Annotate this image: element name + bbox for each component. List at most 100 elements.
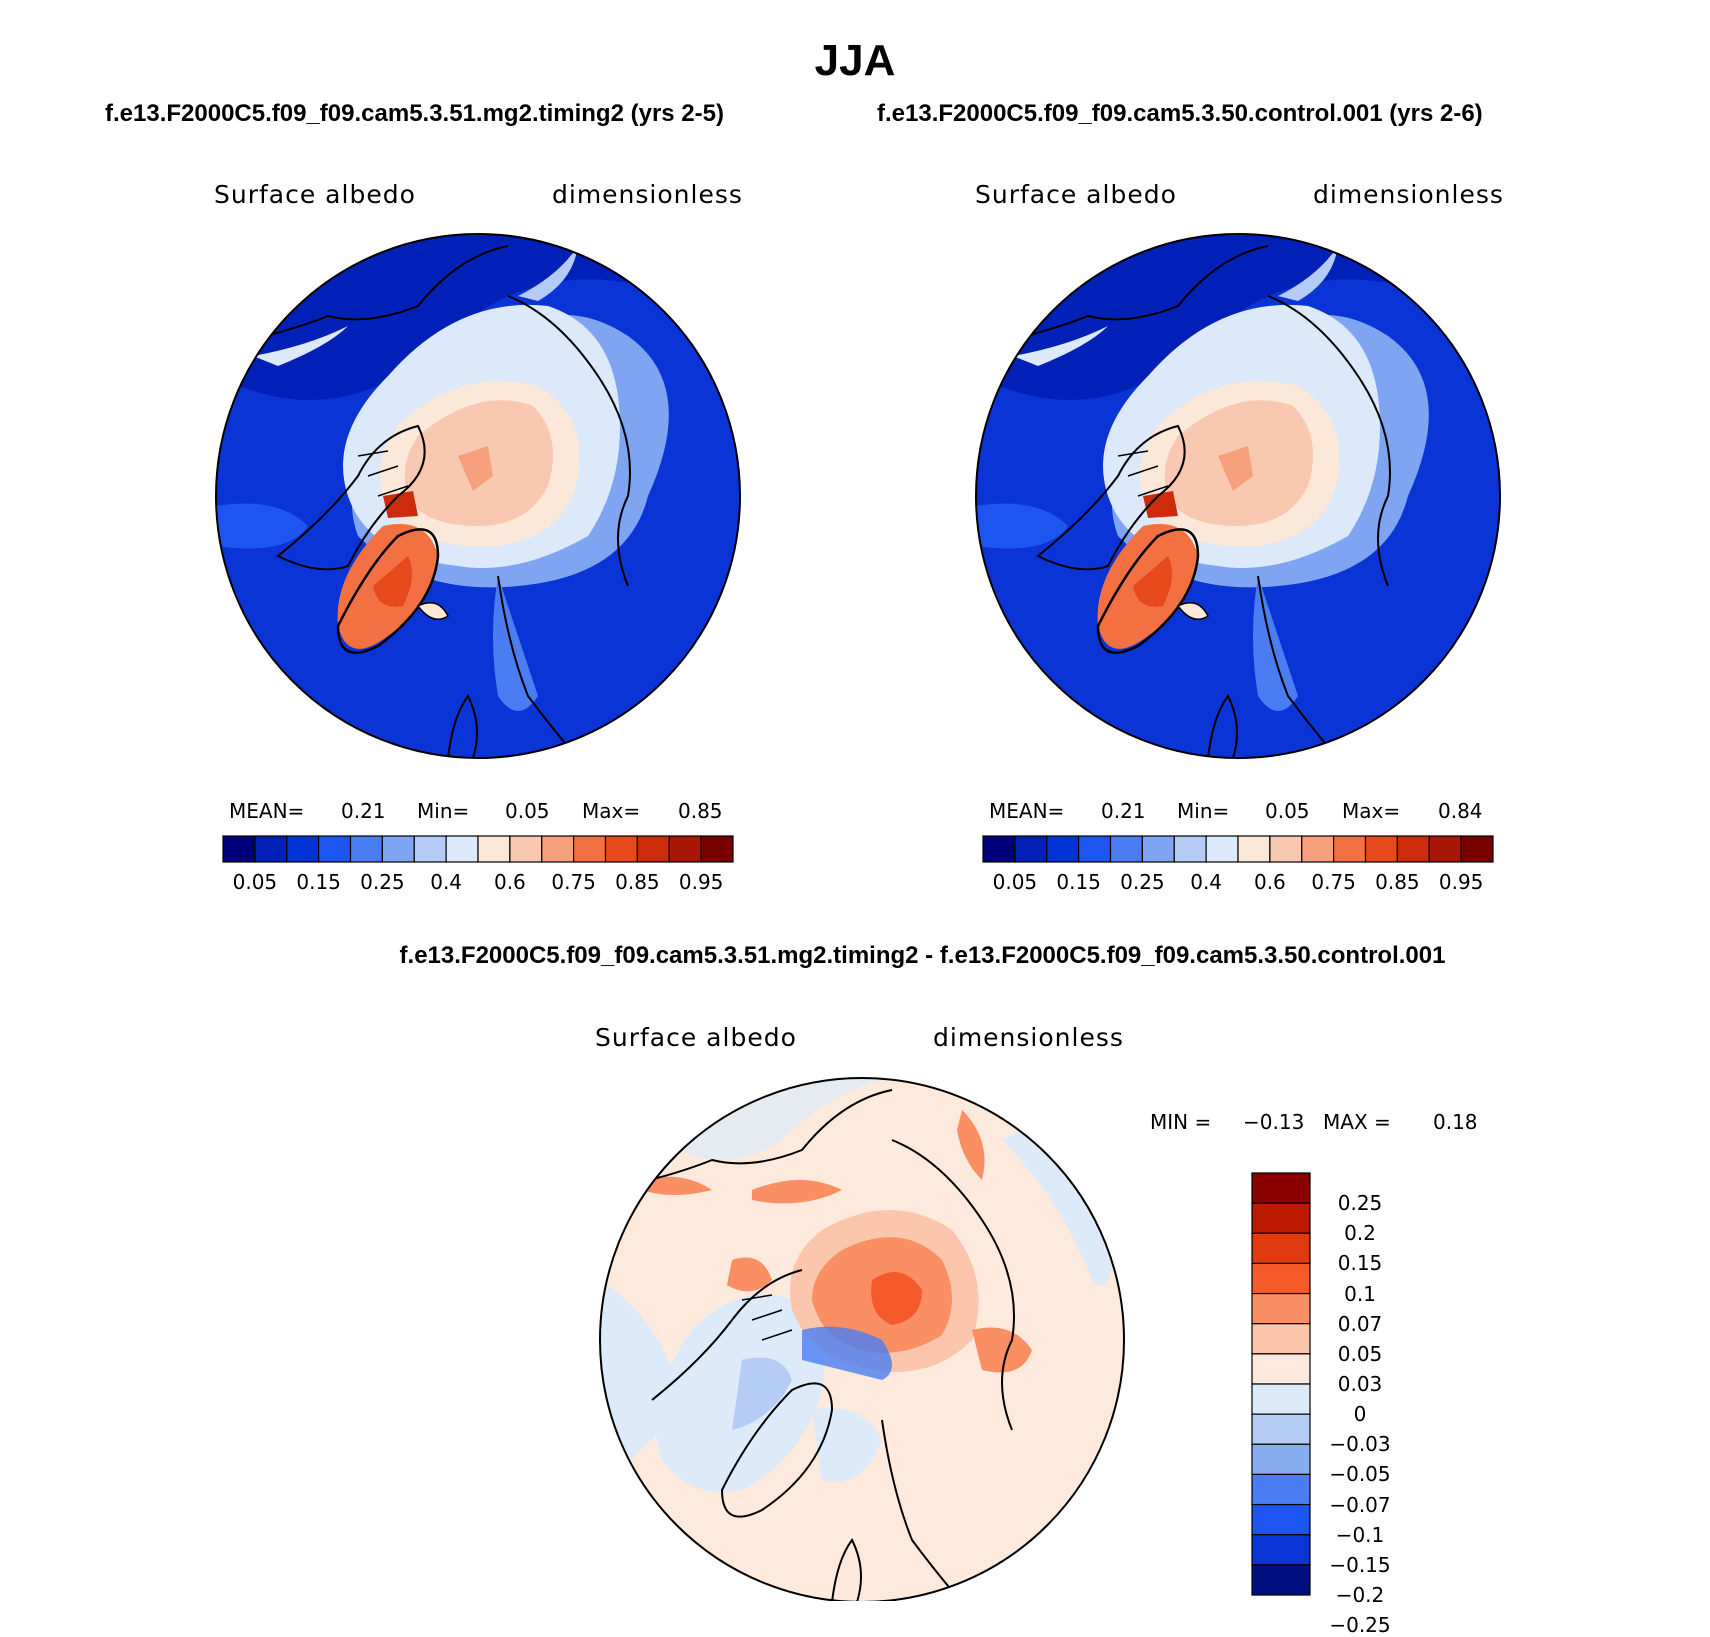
panel-a-colorbar-label: 0.4	[430, 870, 463, 894]
panel-a-colorbar-box	[668, 835, 702, 863]
panel-b-max-label: Max=	[1342, 799, 1401, 823]
panel-b-colorbar-box	[1428, 835, 1462, 863]
diff-min-value: −0.13	[1243, 1110, 1305, 1134]
diff-colorbar-box	[1251, 1413, 1311, 1445]
panel-a-variable: Surface albedo	[214, 180, 416, 209]
panel-b-variable: Surface albedo	[975, 180, 1177, 209]
panel-b-colorbar-label: 0.95	[1438, 870, 1484, 894]
panel-b-mean-label: MEAN=	[989, 799, 1065, 823]
diff-colorbar-box	[1251, 1564, 1311, 1596]
panel-b-max-value: 0.84	[1438, 799, 1483, 823]
panel-b-case-title: f.e13.F2000C5.f09_f09.cam5.3.50.control.…	[877, 100, 1483, 127]
panel-a-colorbar-box	[541, 835, 575, 863]
panel-b-colorbar-box	[1364, 835, 1398, 863]
panel-a-mean-value: 0.21	[341, 799, 386, 823]
panel-b-map	[976, 234, 1500, 758]
panel-a-colorbar-box	[381, 835, 415, 863]
panel-b-map-border	[975, 233, 1501, 759]
diff-colorbar-label: 0.25	[1337, 1191, 1383, 1216]
panel-b-min-value: 0.05	[1265, 799, 1310, 823]
diff-colorbar-label: −0.25	[1329, 1613, 1391, 1637]
diff-colorbar-label: −0.2	[1335, 1583, 1385, 1607]
panel-b-colorbar-box	[1046, 835, 1080, 863]
panel-a-colorbar-box	[318, 835, 352, 863]
panel-b-colorbar-label: 0.6	[1253, 870, 1286, 894]
diff-colorbar-label: 0.2	[1344, 1221, 1376, 1246]
diff-map	[600, 1078, 1124, 1601]
diff-colorbar-box	[1251, 1202, 1311, 1234]
panel-b-colorbar-box	[1109, 835, 1143, 863]
panel-b-colorbar-box	[1173, 835, 1207, 863]
diff-colorbar	[1251, 1172, 1311, 1596]
panel-a-colorbar-box	[700, 835, 734, 863]
panel-b-colorbar-label: 0.4	[1190, 870, 1223, 894]
diff-colorbar-label: 0.07	[1337, 1311, 1383, 1336]
panel-b-colorbar-box	[1237, 835, 1271, 863]
panel-a-max-label: Max=	[582, 799, 641, 823]
panel-a-colorbar-label: 0.6	[493, 870, 526, 894]
panel-b-colorbar	[982, 835, 1494, 863]
diff-colorbar-box	[1251, 1503, 1311, 1536]
diff-colorbar-box	[1251, 1443, 1311, 1476]
panel-b-units: dimensionless	[1313, 180, 1504, 209]
panel-a-colorbar-label: 0.95	[678, 870, 724, 894]
panel-b-colorbar-box	[1396, 835, 1430, 863]
panel-a-colorbar-box	[286, 835, 320, 863]
diff-colorbar-label: −0.03	[1329, 1432, 1391, 1457]
panel-a-units: dimensionless	[552, 180, 743, 209]
panel-a-colorbar-box	[222, 835, 256, 863]
panel-b-colorbar-label: 0.25	[1120, 870, 1165, 894]
diff-colorbar-label: −0.15	[1329, 1552, 1391, 1577]
panel-a-map-border	[215, 233, 741, 759]
panel-a-colorbar-box	[413, 835, 447, 863]
panel-b-colorbar-label: 0.05	[992, 870, 1038, 894]
diff-colorbar-box	[1251, 1383, 1311, 1415]
diff-colorbar-label: 0.05	[1337, 1341, 1383, 1366]
panel-a-colorbar-label: 0.15	[296, 870, 341, 894]
panel-b-colorbar-label: 0.75	[1311, 870, 1356, 894]
diff-colorbar-label: −0.07	[1329, 1492, 1391, 1517]
panel-a-mean-label: MEAN=	[229, 799, 305, 823]
panel-b-colorbar-box	[1460, 835, 1494, 863]
panel-b-colorbar-label: 0.85	[1375, 870, 1420, 894]
panel-b-colorbar-box	[1301, 835, 1335, 863]
panel-b-min-label: Min=	[1177, 799, 1230, 823]
panel-a-colorbar-label: 0.05	[232, 870, 278, 894]
diff-min-label: MIN =	[1150, 1110, 1212, 1134]
panel-b-colorbar-box	[1014, 835, 1048, 863]
diff-colorbar-label: 0.03	[1337, 1372, 1383, 1396]
diff-colorbar-label: 0.1	[1344, 1281, 1376, 1306]
panel-b-colorbar-box	[1269, 835, 1303, 863]
panel-a-colorbar-box	[636, 835, 670, 863]
diff-colorbar-box	[1251, 1262, 1311, 1295]
panel-b-mean-value: 0.21	[1101, 799, 1146, 823]
panel-a-map	[216, 234, 740, 758]
diff-colorbar-box	[1251, 1232, 1311, 1265]
panel-b-colorbar-box	[982, 835, 1016, 863]
panel-a-colorbar-box	[445, 835, 479, 863]
diff-units: dimensionless	[933, 1023, 1124, 1052]
panel-a-colorbar-label: 0.85	[615, 870, 660, 894]
panel-a-case-title: f.e13.F2000C5.f09_f09.cam5.3.51.mg2.timi…	[105, 100, 724, 127]
diff-max-label: MAX =	[1323, 1110, 1391, 1134]
figure-title: JJA	[814, 36, 896, 85]
panel-b-colorbar-box	[1141, 835, 1175, 863]
diff-colorbar-box	[1251, 1292, 1311, 1325]
panel-b-colorbar-box	[1078, 835, 1112, 863]
panel-a-colorbar-box	[573, 835, 607, 863]
panel-b-colorbar-box	[1333, 835, 1367, 863]
panel-a-colorbar-box	[349, 835, 383, 863]
panel-a-colorbar-label: 0.25	[360, 870, 405, 894]
panel-a-min-value: 0.05	[505, 799, 550, 823]
panel-a-max-value: 0.85	[678, 799, 723, 823]
diff-case-title: f.e13.F2000C5.f09_f09.cam5.3.51.mg2.timi…	[399, 942, 1446, 969]
diff-colorbar-box	[1251, 1473, 1311, 1506]
panel-a-colorbar-box	[477, 835, 511, 863]
panel-a-colorbar-box	[604, 835, 638, 863]
panel-a-colorbar	[222, 835, 734, 863]
diff-colorbar-label: −0.05	[1329, 1462, 1391, 1487]
diff-colorbar-label: 0.15	[1337, 1251, 1383, 1276]
diff-colorbar-box	[1251, 1534, 1311, 1566]
diff-colorbar-label: 0	[1353, 1402, 1367, 1427]
diff-map-border	[599, 1077, 1125, 1601]
